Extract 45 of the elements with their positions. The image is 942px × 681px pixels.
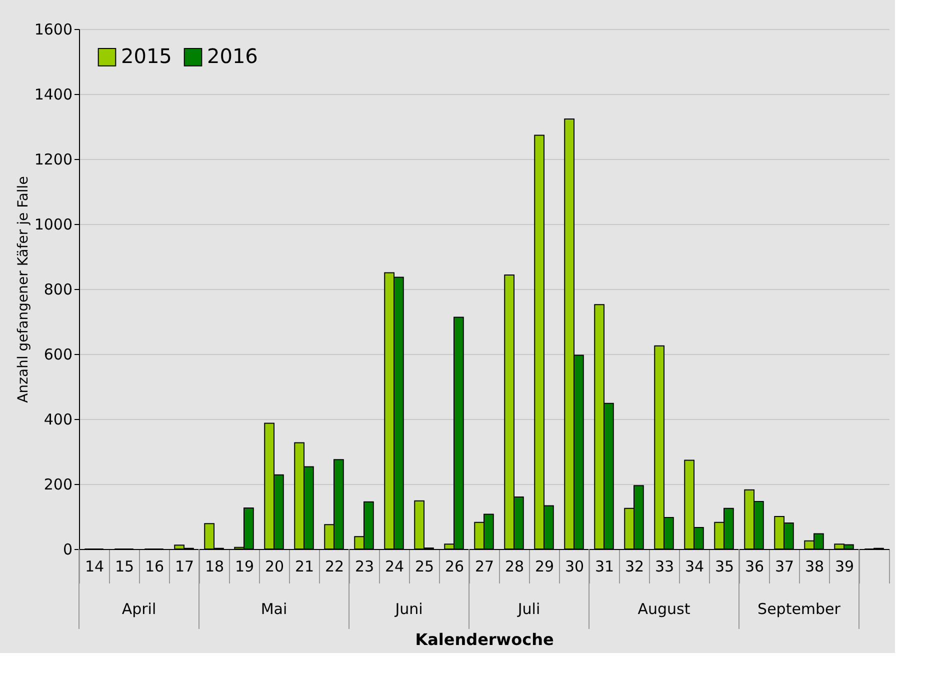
x-tick-label: 19 [234,558,254,576]
text: April [122,600,156,618]
y-tick-label: 1600 [34,20,72,38]
x-tick-label: 28 [504,558,524,576]
y-tick-label: 800 [44,280,72,298]
y-tick-label: 400 [44,410,72,428]
x-tick-label: 35 [714,558,734,576]
x-tick-label: 36 [744,558,764,576]
x-tick-label: 24 [384,558,404,576]
legend-label: 2016 [207,44,258,68]
x-tick-label: 17 [174,558,194,576]
x-tick-label: 32 [624,558,644,576]
y-tick-label: 200 [44,476,72,494]
text: Juli [516,600,540,618]
x-tick-label: 26 [444,558,464,576]
x-tick-label: 23 [354,558,374,576]
x-tick-label: 34 [684,558,704,576]
x-tick-label: 30 [564,558,584,576]
y-axis-title: Anzahl gefangener Käfer je Falle [15,176,32,403]
x-tick-label: 33 [654,558,674,576]
x-tick-label: 31 [594,558,614,576]
text: September [758,600,842,618]
x-tick-label: 20 [264,558,284,576]
legend-label: 2015 [121,44,172,68]
x-axis-title: Kalenderwoche [415,630,554,649]
text: Juni [394,600,423,618]
x-tick-label: 14 [84,558,104,576]
x-tick-label: 25 [414,558,434,576]
x-tick-label: 21 [294,558,314,576]
text: Mai [260,600,288,618]
x-tick-label: 38 [804,558,824,576]
y-tick-label: 1400 [34,86,72,104]
text: August [638,600,690,618]
x-tick-label: 39 [834,558,854,576]
y-tick-label: 600 [44,346,72,364]
x-tick-label: 27 [474,558,494,576]
y-tick-label: 0 [62,540,72,558]
x-tick-label: 29 [534,558,554,576]
x-tick-label: 15 [114,558,134,576]
y-tick-label: 1200 [34,150,72,168]
y-tick-label: 1000 [34,216,72,234]
x-tick-label: 22 [324,558,344,576]
x-tick-label: 37 [774,558,794,576]
x-tick-label: 16 [144,558,164,576]
x-tick-label: 18 [204,558,224,576]
